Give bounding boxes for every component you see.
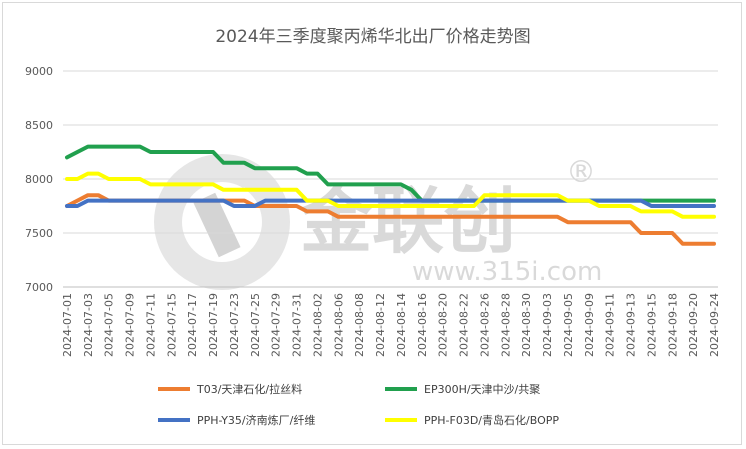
x-tick-label: 2024-07-15 [165,293,178,357]
x-tick-label: 2024-09-13 [625,293,638,357]
x-tick-label: 2024-08-20 [437,293,450,357]
x-tick-label: 2024-07-31 [291,293,304,357]
x-tick-label: 2024-07-01 [61,293,74,357]
legend-label: PPH-F03D/青岛石化/BOPP [424,413,559,427]
y-tick-label: 9000 [25,65,53,78]
x-tick-label: 2024-09-15 [645,293,658,357]
legend-label: PPH-Y35/济南炼厂/纤维 [197,413,315,427]
x-tick-label: 2024-07-25 [249,293,262,357]
x-tick-label: 2024-07-09 [124,293,137,357]
watermark-logo: 金联创 ® www.315i.com [154,154,602,290]
x-tick-label: 2024-08-14 [395,293,408,357]
x-tick-label: 2024-07-17 [186,293,199,357]
x-tick-label: 2024-08-26 [478,293,491,357]
watermark-registered-mark: ® [566,155,596,190]
x-tick-label: 2024-08-02 [311,293,324,357]
series-line [65,198,716,208]
y-tick-label: 7500 [25,227,53,240]
x-tick-label: 2024-07-23 [228,293,241,357]
gridlines [63,70,718,288]
x-tick-label: 2024-07-29 [270,293,283,357]
x-tick-label: 2024-08-28 [499,293,512,357]
legend: T03/天津石化/拉丝料 EP300H/天津中沙/共聚 PPH-Y35/济南炼厂/纤… [158,382,559,427]
x-tick-label: 2024-09-11 [604,293,617,357]
x-tick-label: 2024-07-05 [103,293,116,357]
x-tick-label: 2024-09-20 [687,293,700,357]
x-tick-label: 2024-09-18 [666,293,679,357]
x-tick-label: 2024-09-09 [583,293,596,357]
x-axis: 2024-07-01 2024-07-03 2024-07-05 2024-07-09… [61,293,721,357]
x-tick-label: 2024-08-22 [458,293,471,357]
watermark-url: www.315i.com [412,257,602,287]
x-tick-label: 2024-07-19 [207,293,220,357]
legend-label: EP300H/天津中沙/共聚 [424,383,540,396]
y-axis: 7000 7500 8000 8500 9000 [25,65,53,294]
x-tick-label: 2024-08-06 [332,293,345,357]
y-tick-label: 8500 [25,119,53,132]
chart-title: 2024年三季度聚丙烯华北出厂价格走势图 [215,27,530,47]
watermark-brand: 金联创 [299,179,516,263]
x-tick-label: 2024-07-03 [82,293,95,357]
x-tick-label: 2024-08-12 [374,293,387,357]
x-tick-label: 2024-09-05 [562,293,575,357]
y-tick-label: 8000 [25,173,53,186]
x-tick-label: 2024-08-16 [416,293,429,357]
series-line [65,171,716,219]
y-tick-label: 7000 [25,281,53,294]
legend-label: T03/天津石化/拉丝料 [196,382,302,396]
x-tick-label: 2024-07-11 [144,293,157,357]
series-lines [65,144,716,246]
x-tick-label: 2024-09-03 [541,293,554,357]
logo-mark-icon [154,154,290,290]
x-tick-label: 2024-09-24 [708,293,721,357]
x-tick-label: 2024-08-08 [353,293,366,357]
x-tick-label: 2024-08-30 [520,293,533,357]
